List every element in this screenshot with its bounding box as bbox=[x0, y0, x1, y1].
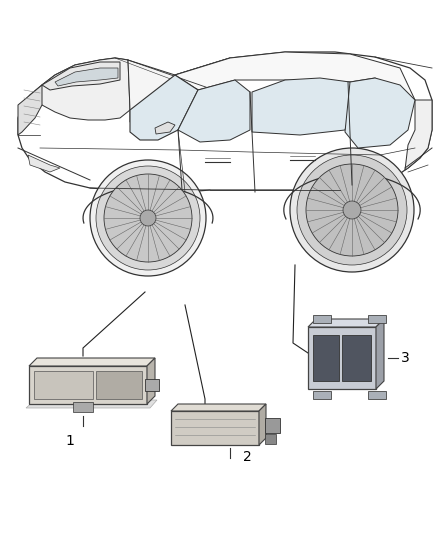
Text: 3: 3 bbox=[401, 351, 410, 365]
Polygon shape bbox=[313, 335, 339, 381]
Polygon shape bbox=[308, 327, 376, 389]
Polygon shape bbox=[345, 78, 415, 148]
Polygon shape bbox=[18, 52, 432, 193]
Polygon shape bbox=[171, 411, 259, 445]
Circle shape bbox=[297, 155, 407, 265]
Polygon shape bbox=[26, 400, 157, 408]
Circle shape bbox=[306, 164, 398, 256]
Circle shape bbox=[90, 160, 206, 276]
Polygon shape bbox=[128, 58, 230, 122]
Polygon shape bbox=[376, 319, 384, 389]
Polygon shape bbox=[178, 80, 250, 142]
Polygon shape bbox=[34, 371, 93, 399]
Polygon shape bbox=[130, 75, 198, 140]
Polygon shape bbox=[42, 62, 120, 90]
Polygon shape bbox=[28, 155, 60, 172]
Polygon shape bbox=[35, 58, 130, 120]
Circle shape bbox=[104, 174, 192, 262]
Bar bbox=[368, 391, 386, 399]
Circle shape bbox=[343, 201, 361, 219]
Polygon shape bbox=[29, 366, 147, 404]
Text: 2: 2 bbox=[243, 450, 252, 464]
Circle shape bbox=[96, 166, 200, 270]
Polygon shape bbox=[155, 122, 175, 134]
Polygon shape bbox=[147, 358, 155, 404]
Polygon shape bbox=[265, 418, 280, 433]
Polygon shape bbox=[145, 379, 159, 391]
Polygon shape bbox=[259, 404, 266, 445]
Text: 1: 1 bbox=[66, 434, 74, 448]
Bar bbox=[368, 315, 386, 323]
Circle shape bbox=[290, 148, 414, 272]
Polygon shape bbox=[252, 78, 355, 135]
Polygon shape bbox=[55, 68, 118, 86]
Bar bbox=[313, 315, 331, 323]
Polygon shape bbox=[96, 371, 142, 399]
Polygon shape bbox=[405, 100, 432, 170]
Polygon shape bbox=[171, 404, 266, 411]
Polygon shape bbox=[342, 335, 371, 381]
Polygon shape bbox=[265, 434, 276, 444]
Polygon shape bbox=[18, 85, 42, 135]
Polygon shape bbox=[308, 319, 384, 327]
Bar bbox=[313, 391, 331, 399]
Polygon shape bbox=[73, 402, 93, 412]
Polygon shape bbox=[29, 358, 155, 366]
Polygon shape bbox=[175, 52, 415, 100]
Circle shape bbox=[140, 210, 156, 226]
